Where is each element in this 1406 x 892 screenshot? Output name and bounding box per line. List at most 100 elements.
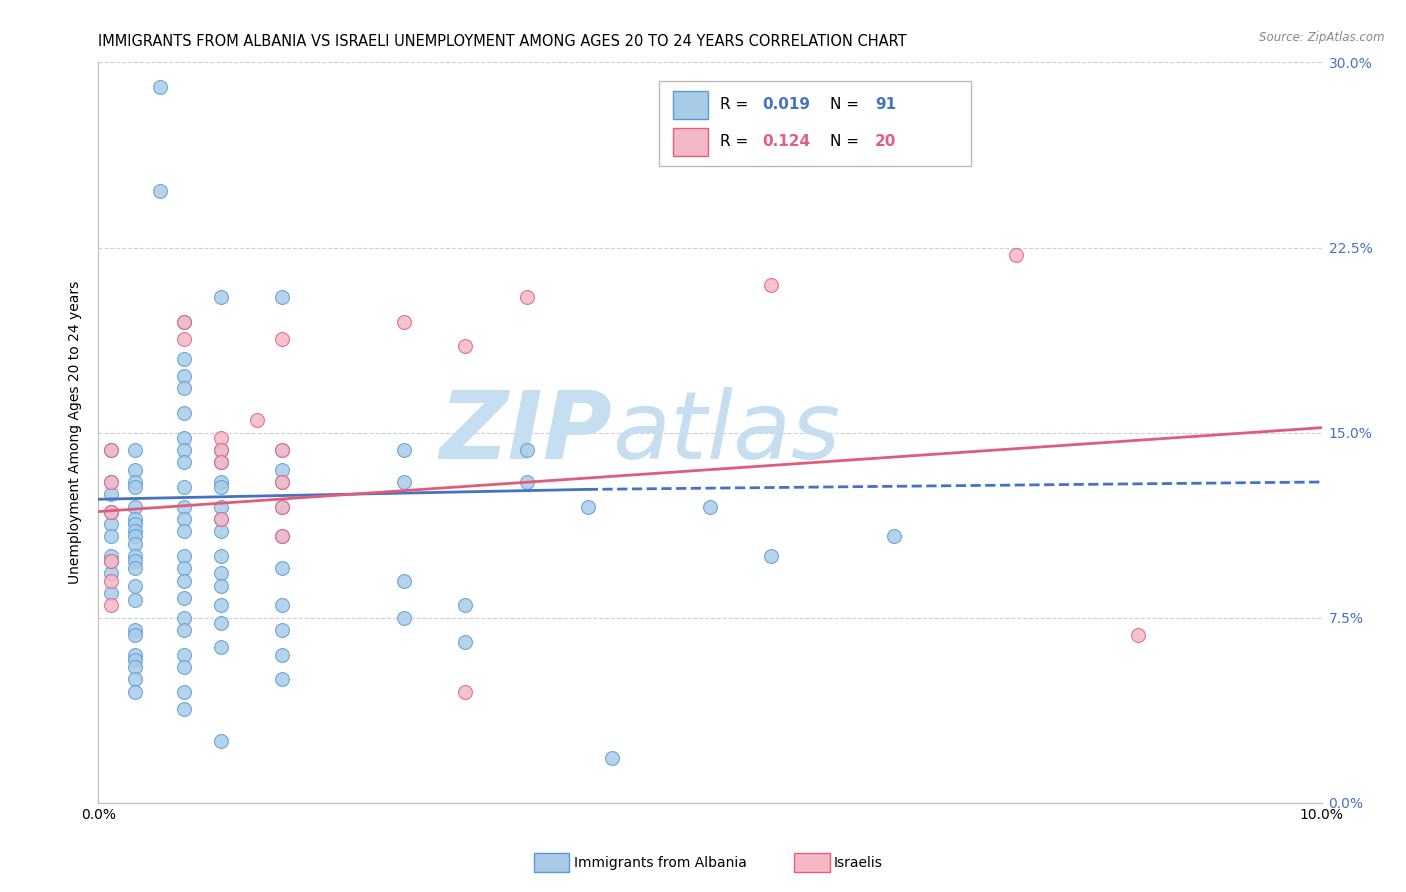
Point (173, 455, 195, 469)
Point (124, 549, 146, 563)
Point (100, 442, 122, 457)
Point (173, 381, 195, 395)
Point (516, 290, 538, 304)
Point (270, 290, 292, 304)
Point (173, 574, 195, 588)
Point (173, 314, 195, 328)
Point (173, 512, 195, 526)
Point (149, 80, 172, 95)
Point (149, 184, 172, 198)
Point (209, 290, 232, 304)
Point (124, 524, 146, 539)
Point (100, 599, 122, 613)
Point (209, 500, 232, 514)
Point (124, 554, 146, 568)
Point (100, 586, 122, 600)
Text: 0.124: 0.124 (762, 134, 811, 149)
Text: R =: R = (720, 97, 754, 112)
Text: IMMIGRANTS FROM ALBANIA VS ISRAELI UNEMPLOYMENT AMONG AGES 20 TO 24 YEARS CORREL: IMMIGRANTS FROM ALBANIA VS ISRAELI UNEMP… (98, 34, 907, 49)
Point (100, 529, 122, 543)
Point (173, 660, 195, 674)
Point (209, 512, 232, 526)
Point (270, 442, 292, 457)
Point (173, 685, 195, 699)
Text: 0.019: 0.019 (762, 97, 811, 112)
Point (1004, 248, 1026, 262)
Point (209, 455, 232, 469)
Point (1128, 628, 1150, 642)
Point (270, 529, 292, 543)
Point (270, 673, 292, 687)
Point (124, 480, 146, 494)
Point (209, 442, 232, 457)
Point (173, 368, 195, 383)
Point (516, 475, 538, 489)
Text: Immigrants from Albania: Immigrants from Albania (574, 855, 747, 870)
Point (454, 635, 477, 649)
Point (270, 475, 292, 489)
Point (173, 623, 195, 637)
Point (100, 475, 122, 489)
Point (209, 599, 232, 613)
Point (100, 505, 122, 519)
Point (100, 554, 122, 568)
Point (392, 574, 416, 588)
Text: N =: N = (830, 97, 863, 112)
Y-axis label: Unemployment Among Ages 20 to 24 years: Unemployment Among Ages 20 to 24 years (69, 281, 83, 584)
Point (124, 516, 146, 531)
Point (124, 462, 146, 476)
Point (100, 475, 122, 489)
Point (173, 442, 195, 457)
Point (392, 610, 416, 624)
Text: R =: R = (720, 134, 754, 149)
Point (270, 623, 292, 637)
Point (270, 561, 292, 575)
Point (124, 593, 146, 607)
Point (124, 673, 146, 687)
Point (576, 500, 599, 514)
Point (270, 442, 292, 457)
Point (100, 574, 122, 588)
FancyBboxPatch shape (658, 81, 970, 166)
Point (124, 561, 146, 575)
Text: 20: 20 (875, 134, 897, 149)
Point (209, 512, 232, 526)
Point (270, 500, 292, 514)
Point (100, 487, 122, 501)
Point (270, 648, 292, 662)
Point (173, 332, 195, 346)
Point (100, 442, 122, 457)
Point (173, 406, 195, 420)
Point (209, 615, 232, 630)
Point (209, 734, 232, 748)
Point (124, 475, 146, 489)
Point (124, 648, 146, 662)
Point (173, 610, 195, 624)
Bar (673, 91, 707, 119)
Point (516, 442, 538, 457)
Point (270, 529, 292, 543)
Point (270, 500, 292, 514)
Bar (673, 128, 707, 156)
Point (270, 462, 292, 476)
Point (124, 579, 146, 593)
Point (209, 579, 232, 593)
Point (173, 524, 195, 539)
Point (883, 529, 905, 543)
Point (124, 660, 146, 674)
Point (270, 332, 292, 346)
Point (173, 431, 195, 445)
Point (124, 512, 146, 526)
Point (270, 475, 292, 489)
Point (209, 475, 232, 489)
Point (124, 653, 146, 667)
Point (209, 431, 232, 445)
Point (699, 500, 721, 514)
Point (100, 554, 122, 568)
Point (173, 500, 195, 514)
Point (209, 455, 232, 469)
Point (173, 702, 195, 716)
Point (100, 549, 122, 563)
Text: atlas: atlas (612, 387, 841, 478)
Point (124, 500, 146, 514)
